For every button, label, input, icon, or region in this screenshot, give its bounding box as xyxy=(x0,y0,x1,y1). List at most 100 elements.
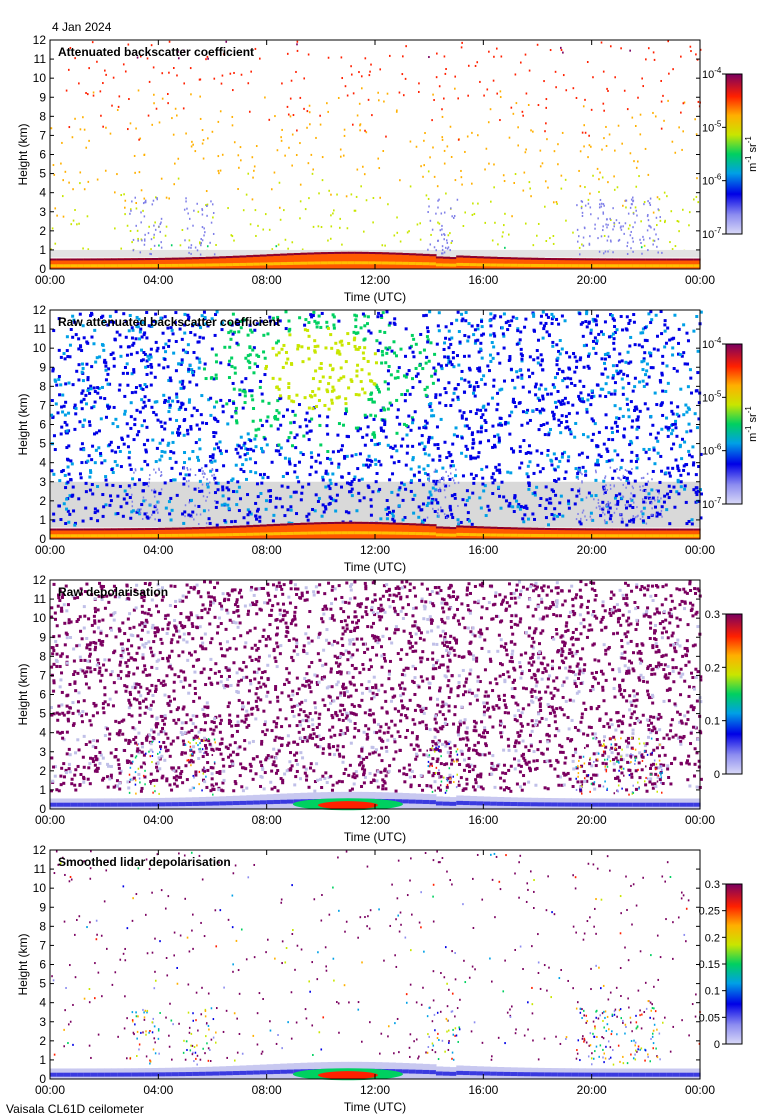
colorbar-tick-label: 0 xyxy=(714,769,720,781)
x-tick-label: 16:00 xyxy=(468,813,498,827)
x-tick-label: 16:00 xyxy=(468,543,498,557)
plot-area xyxy=(50,850,700,1079)
colorbar-gradient xyxy=(725,73,743,235)
y-tick-label: 4 xyxy=(39,456,46,470)
panel-smoothed-depol: Smoothed lidar depolarisation01234567891… xyxy=(16,843,743,1114)
y-tick-label: 9 xyxy=(39,900,46,914)
colorbar-tick-label: 0.25 xyxy=(699,906,720,918)
x-tick-label: 08:00 xyxy=(252,813,282,827)
date-label: 4 Jan 2024 xyxy=(52,20,112,34)
colorbar-tick-label: 0.2 xyxy=(705,932,720,944)
y-tick-label: 11 xyxy=(34,862,47,876)
x-tick-label: 00:00 xyxy=(35,813,65,827)
x-tick-label: 00:00 xyxy=(685,1083,715,1097)
y-tick-label: 8 xyxy=(39,379,46,393)
y-tick-label: 12 xyxy=(33,573,47,587)
x-axis-label: Time (UTC) xyxy=(344,830,406,844)
y-tick-label: 9 xyxy=(39,630,46,644)
y-axis-label: Height (km) xyxy=(16,123,30,185)
y-tick-label: 2 xyxy=(39,224,46,238)
panel-title: Raw attenuated backscatter coefficient xyxy=(58,315,280,329)
x-tick-label: 16:00 xyxy=(468,273,498,287)
colorbar-unit: m-1 sr-1 xyxy=(744,406,759,442)
y-tick-label: 12 xyxy=(33,303,47,317)
panel-raw-attenuated: Raw attenuated backscatter coefficient 0 1… xyxy=(16,303,759,574)
y-tick-label: 2 xyxy=(39,1034,46,1048)
x-tick-label: 08:00 xyxy=(252,1083,282,1097)
y-tick-label: 8 xyxy=(39,109,46,123)
y-tick-label: 1 xyxy=(39,1053,46,1067)
depol-core-peak xyxy=(317,801,378,810)
y-tick-label: 2 xyxy=(39,494,46,508)
y-tick-label: 6 xyxy=(39,148,46,162)
y-tick-label: 11 xyxy=(34,52,47,66)
y-tick-label: 11 xyxy=(34,322,47,336)
x-tick-label: 00:00 xyxy=(685,813,715,827)
colorbar-tick-label: 10-6 xyxy=(702,173,722,188)
x-tick-label: 04:00 xyxy=(143,813,173,827)
heatmap-field xyxy=(50,310,703,539)
x-tick-label: 04:00 xyxy=(143,1083,173,1097)
y-tick-label: 3 xyxy=(39,475,46,489)
colorbar-tick-label: 10-4 xyxy=(702,66,722,81)
x-tick-label: 00:00 xyxy=(35,273,65,287)
x-tick-label: 04:00 xyxy=(143,273,173,287)
colorbar-tick-label: 10-5 xyxy=(702,389,722,404)
y-tick-label: 5 xyxy=(39,437,46,451)
colorbar-tick-label: 0.1 xyxy=(705,716,720,728)
y-tick-label: 0 xyxy=(39,262,46,276)
x-tick-label: 20:00 xyxy=(577,273,607,287)
y-tick-label: 11 xyxy=(34,592,47,606)
colorbar-tick-label: 0.15 xyxy=(699,959,720,971)
colorbar-tick-label: 10-7 xyxy=(702,226,722,241)
panel-title: Attenuated backscatter coefficient xyxy=(58,45,254,59)
x-tick-label: 20:00 xyxy=(577,543,607,557)
y-tick-label: 12 xyxy=(33,33,47,47)
y-tick-label: 9 xyxy=(39,90,46,104)
y-tick-label: 5 xyxy=(39,167,46,181)
x-tick-label: 12:00 xyxy=(360,1083,390,1097)
x-axis-label: Time (UTC) xyxy=(344,1100,406,1114)
y-tick-label: 7 xyxy=(39,128,46,142)
y-tick-label: 2 xyxy=(39,764,46,778)
colorbar: 0.3 0.2 0.1 0 xyxy=(705,609,743,781)
colorbar: 10-4 10-5 10-6 10-7 m-1 sr-1 xyxy=(702,336,759,511)
x-tick-label: 00:00 xyxy=(35,1083,65,1097)
x-tick-label: 00:00 xyxy=(685,543,715,557)
x-tick-label: 00:00 xyxy=(685,273,715,287)
y-tick-label: 5 xyxy=(39,707,46,721)
colorbar-tick-label: 0.2 xyxy=(705,662,720,674)
colorbar-tick-label: 10-6 xyxy=(702,443,722,458)
x-tick-label: 04:00 xyxy=(143,543,173,557)
y-tick-label: 10 xyxy=(33,611,47,625)
x-tick-label: 00:00 xyxy=(35,543,65,557)
y-tick-label: 0 xyxy=(39,1072,46,1086)
y-tick-label: 7 xyxy=(39,398,46,412)
y-tick-label: 4 xyxy=(39,726,46,740)
panel-title: Smoothed lidar depolarisation xyxy=(58,855,231,869)
y-tick-label: 8 xyxy=(39,649,46,663)
heatmap-field xyxy=(50,580,703,811)
x-axis-label: Time (UTC) xyxy=(344,290,406,304)
y-axis-label: Height (km) xyxy=(16,933,30,995)
colorbar-tick-label: 0.3 xyxy=(705,609,720,621)
colorbar-tick-label: 10-7 xyxy=(702,496,722,511)
y-tick-label: 8 xyxy=(39,919,46,933)
y-tick-label: 5 xyxy=(39,977,46,991)
colorbar-tick-label: 0.3 xyxy=(705,879,720,891)
colorbar-tick-label: 0.05 xyxy=(699,1012,720,1024)
instrument-label: Vaisala CL61D ceilometer xyxy=(6,1102,144,1116)
x-tick-label: 20:00 xyxy=(577,813,607,827)
x-tick-label: 08:00 xyxy=(252,273,282,287)
y-tick-label: 6 xyxy=(39,688,46,702)
heatmap-field xyxy=(50,40,702,269)
x-tick-label: 20:00 xyxy=(577,1083,607,1097)
y-tick-label: 4 xyxy=(39,186,46,200)
y-tick-label: 4 xyxy=(39,996,46,1010)
y-tick-label: 10 xyxy=(33,881,47,895)
colorbar-gradient xyxy=(725,613,743,775)
y-tick-label: 3 xyxy=(39,205,46,219)
panel-title: Raw depolarisation xyxy=(58,585,168,599)
